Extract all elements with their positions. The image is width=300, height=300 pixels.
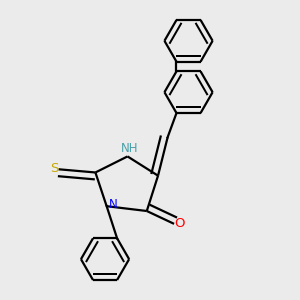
Text: S: S [50, 162, 59, 175]
Text: N: N [109, 198, 117, 211]
Text: NH: NH [120, 142, 138, 155]
Text: O: O [175, 217, 185, 230]
